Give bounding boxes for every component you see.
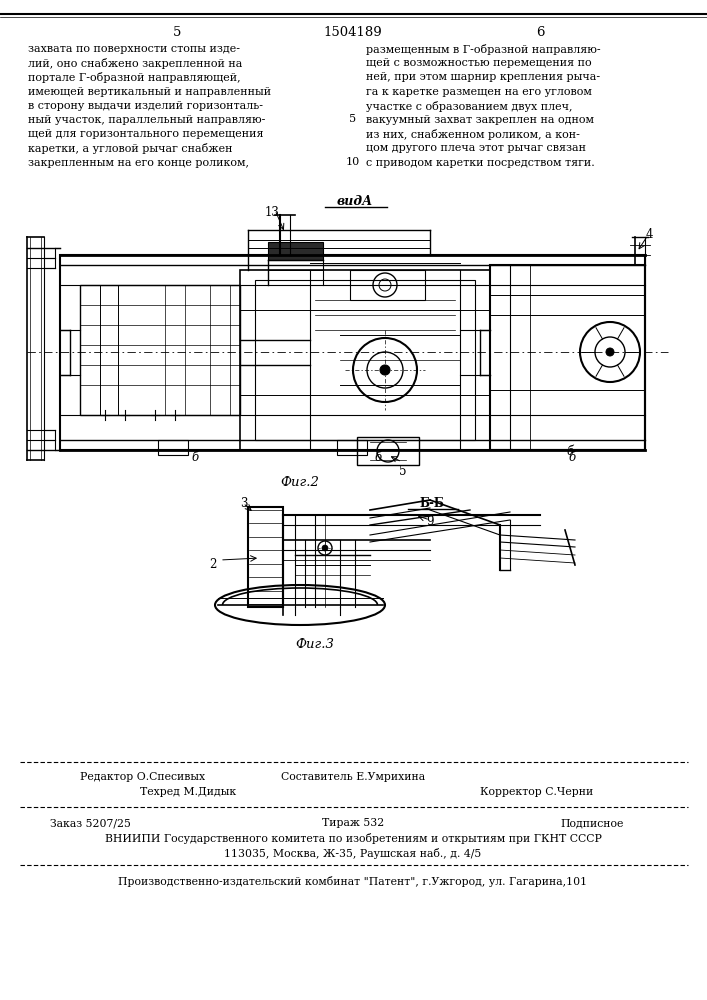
Text: каретки, а угловой рычаг снабжен: каретки, а угловой рычаг снабжен <box>28 143 233 154</box>
Text: Производственно-издательский комбинат "Патент", г.Ужгород, ул. Гагарина,101: Производственно-издательский комбинат "П… <box>119 876 588 887</box>
Text: размещенным в Г-образной направляю-: размещенным в Г-образной направляю- <box>366 44 601 55</box>
Text: б: б <box>566 445 573 458</box>
Text: захвата по поверхности стопы изде-: захвата по поверхности стопы изде- <box>28 44 240 54</box>
Text: 5: 5 <box>349 114 356 124</box>
Bar <box>337 440 367 455</box>
Text: Заказ 5207/25: Заказ 5207/25 <box>50 818 131 828</box>
Text: закрепленным на его конце роликом,: закрепленным на его конце роликом, <box>28 158 249 168</box>
Text: 4: 4 <box>646 228 653 241</box>
Bar <box>490 265 645 450</box>
Text: 113035, Москва, Ж-35, Раушская наб., д. 4/5: 113035, Москва, Ж-35, Раушская наб., д. … <box>224 848 481 859</box>
Text: портале Г-образной направляющей,: портале Г-образной направляющей, <box>28 72 240 83</box>
Text: из них, снабженном роликом, а кон-: из них, снабженном роликом, а кон- <box>366 129 580 140</box>
Text: Подписное: Подписное <box>560 818 624 828</box>
Text: Б-Б: Б-Б <box>419 497 445 510</box>
Text: 6: 6 <box>536 26 544 39</box>
Text: щей для горизонтального перемещения: щей для горизонтального перемещения <box>28 129 264 139</box>
Text: 1504189: 1504189 <box>324 26 382 39</box>
Circle shape <box>322 545 328 551</box>
Text: щей с возможностью перемещения по: щей с возможностью перемещения по <box>366 58 592 68</box>
Bar <box>357 437 419 465</box>
Bar <box>268 242 323 260</box>
Text: 5: 5 <box>173 26 181 39</box>
Text: Техред М.Дидык: Техред М.Дидык <box>140 787 236 797</box>
Text: цом другого плеча этот рычаг связан: цом другого плеча этот рычаг связан <box>366 143 586 153</box>
Text: ВНИИПИ Государственного комитета по изобретениям и открытиям при ГКНТ СССР: ВНИИПИ Государственного комитета по изоб… <box>105 833 602 844</box>
Bar <box>240 270 490 450</box>
Bar <box>158 440 188 455</box>
Text: Редактор О.Спесивых: Редактор О.Спесивых <box>80 772 205 782</box>
Text: б: б <box>375 451 382 464</box>
Text: Фиг.2: Фиг.2 <box>281 476 320 489</box>
Text: имеющей вертикальный и направленный: имеющей вертикальный и направленный <box>28 87 271 97</box>
Text: 5: 5 <box>399 465 407 478</box>
Text: 9: 9 <box>426 515 434 528</box>
Text: Корректор С.Черни: Корректор С.Черни <box>480 787 593 797</box>
Bar <box>248 507 283 607</box>
Text: 2: 2 <box>209 558 216 571</box>
Text: Фиг.3: Фиг.3 <box>296 638 334 651</box>
Text: в сторону выдачи изделий горизонталь-: в сторону выдачи изделий горизонталь- <box>28 101 263 111</box>
Text: Составитель Е.Умрихина: Составитель Е.Умрихина <box>281 772 425 782</box>
Text: ный участок, параллельный направляю-: ный участок, параллельный направляю- <box>28 115 265 125</box>
Text: лий, оно снабжено закрепленной на: лий, оно снабжено закрепленной на <box>28 58 243 69</box>
Text: 10: 10 <box>346 157 360 167</box>
Bar <box>350 270 425 300</box>
Text: участке с образованием двух плеч,: участке с образованием двух плеч, <box>366 101 573 112</box>
Text: 13: 13 <box>264 206 279 219</box>
Text: видА: видА <box>337 195 373 208</box>
Text: ней, при этом шарнир крепления рыча-: ней, при этом шарнир крепления рыча- <box>366 72 600 82</box>
Text: 3: 3 <box>240 497 247 510</box>
Text: Тираж 532: Тираж 532 <box>322 818 384 828</box>
Text: б: б <box>192 451 199 464</box>
Bar <box>60 255 645 450</box>
Text: вакуумный захват закреплен на одном: вакуумный захват закреплен на одном <box>366 115 594 125</box>
Text: с приводом каретки посредством тяги.: с приводом каретки посредством тяги. <box>366 158 595 168</box>
Circle shape <box>606 348 614 356</box>
Bar <box>255 280 475 440</box>
Text: б: б <box>568 451 575 464</box>
Bar <box>80 285 240 415</box>
Text: га к каретке размещен на его угловом: га к каретке размещен на его угловом <box>366 87 592 97</box>
Circle shape <box>380 365 390 375</box>
